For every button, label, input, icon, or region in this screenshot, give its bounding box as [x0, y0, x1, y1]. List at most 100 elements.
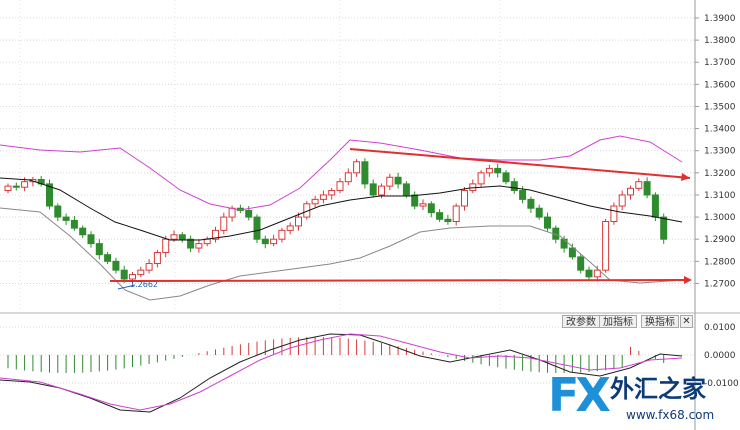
macd-tick-label: 0.0000	[704, 351, 736, 361]
candle-up	[353, 161, 361, 174]
candle-up	[270, 238, 278, 245]
price-tick-label: 1.3400	[704, 125, 736, 135]
price-tick-label: 1.2800	[704, 257, 736, 267]
switch-indicator-button[interactable]: 换指标	[641, 315, 679, 328]
candle-down	[502, 172, 510, 183]
price-tick-label: 1.3100	[704, 191, 736, 201]
candles	[4, 158, 668, 284]
candle-down	[361, 161, 369, 185]
macd-dea-line	[0, 333, 683, 411]
candle-down	[178, 234, 186, 240]
candle-up	[319, 194, 327, 200]
candle-up	[220, 216, 228, 231]
low-price-label: 1.2662	[130, 280, 158, 289]
candle-up	[344, 172, 352, 183]
candle-up	[328, 190, 336, 196]
watermark-name: 外汇之家	[610, 375, 706, 403]
price-tick-label: 1.3800	[704, 36, 736, 46]
candle-down	[54, 205, 62, 218]
candle-down	[112, 260, 120, 271]
candle-down	[46, 183, 53, 207]
trendlines: 1.2662	[109, 148, 692, 290]
candle-down	[643, 181, 651, 196]
add-indicator-button[interactable]: 加指标	[599, 315, 637, 328]
watermark-url: www.fx68.com	[626, 408, 715, 422]
candle-down	[527, 198, 535, 209]
price-tick-label: 1.3300	[704, 147, 736, 157]
candle-up	[452, 205, 460, 223]
candle-down	[87, 234, 95, 245]
candle-up	[618, 194, 626, 207]
candle-up	[212, 229, 219, 240]
candle-up	[635, 181, 643, 189]
candle-down	[427, 203, 435, 214]
candle-up	[286, 225, 294, 231]
close-indicator-button[interactable]: ✕	[680, 315, 693, 328]
candle-up	[203, 238, 211, 245]
candle-down	[245, 209, 253, 218]
resistance-trendline	[349, 148, 691, 179]
support-trendline	[109, 279, 691, 282]
candle-up	[610, 205, 618, 223]
candle-down	[187, 238, 195, 249]
candle-up	[311, 198, 319, 205]
candle-down	[660, 216, 668, 240]
bollinger-middle	[0, 177, 683, 241]
candle-down	[535, 207, 543, 218]
price-tick-label: 1.3000	[704, 213, 736, 223]
candle-down	[436, 212, 444, 220]
candle-down	[585, 269, 593, 278]
candle-down	[253, 216, 261, 240]
price-tick-label: 1.3700	[704, 58, 736, 68]
series-layer	[0, 135, 683, 413]
candle-down	[394, 176, 402, 185]
candle-down	[568, 247, 576, 258]
price-tick-label: 1.2900	[704, 235, 736, 245]
macd-tick-label: -0.0100	[704, 379, 739, 389]
resistance-arrow	[681, 173, 690, 181]
candle-down	[510, 181, 518, 192]
bollinger-upper	[0, 135, 683, 211]
price-tick-label: 1.3900	[704, 14, 736, 24]
candle-down	[519, 190, 527, 200]
candle-up	[137, 269, 145, 276]
modify-params-button[interactable]: 改参数	[562, 315, 600, 328]
watermark-brand: FX	[548, 368, 611, 422]
candle-up	[477, 172, 485, 185]
price-tick-label: 1.2700	[704, 279, 736, 289]
candle-down	[104, 254, 112, 262]
macd-histogram	[7, 337, 665, 373]
candle-down	[544, 216, 551, 229]
candle-up	[378, 185, 385, 196]
candle-down	[62, 216, 70, 221]
candle-up	[195, 243, 203, 249]
candle-up	[627, 187, 634, 196]
candle-up	[162, 238, 170, 253]
candle-up	[153, 251, 161, 265]
candle-down	[411, 194, 419, 207]
candle-up	[170, 234, 178, 240]
candle-up	[145, 263, 153, 271]
price-tick-label: 1.3600	[704, 80, 736, 90]
candle-up	[485, 167, 493, 174]
candle-down	[120, 269, 128, 280]
candle-down	[79, 227, 87, 236]
candle-down	[494, 167, 502, 174]
candle-down	[651, 194, 659, 218]
candle-up	[228, 207, 236, 218]
candle-down	[95, 243, 103, 256]
candle-up	[419, 203, 427, 207]
candle-down	[369, 183, 377, 196]
watermark-logo: FX 外汇之家 www.fx68.com	[548, 372, 740, 430]
candle-down	[577, 256, 585, 271]
candle-up	[295, 216, 302, 227]
y-axis: 1.3900 1.3800 1.3700 1.3600 1.3500 1.3400 1.33…	[704, 14, 739, 389]
candle-up	[386, 176, 394, 187]
candle-down	[560, 238, 568, 249]
candle-down	[261, 238, 269, 245]
candle-up	[129, 274, 136, 280]
candle-down	[444, 218, 452, 223]
candle-up	[602, 221, 610, 271]
